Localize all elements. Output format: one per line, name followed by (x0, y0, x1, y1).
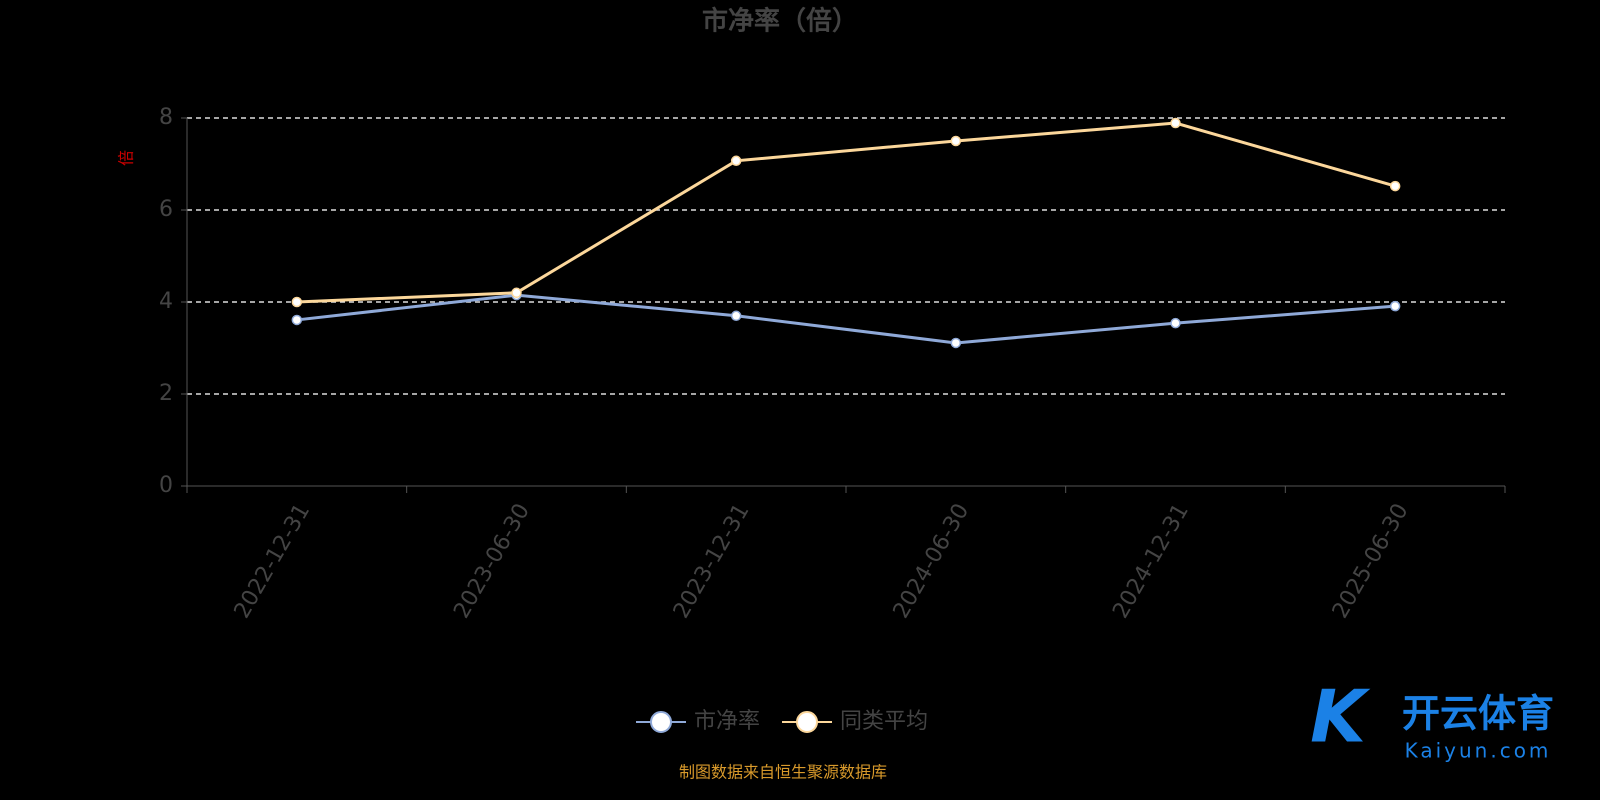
point (291, 314, 303, 326)
x-tick-label: 2024-12-31 (1108, 500, 1194, 623)
series-line (296, 121, 1396, 304)
point (511, 287, 522, 299)
point (950, 337, 962, 349)
x-tick-label: 2022-12-31 (230, 500, 316, 623)
legend-marker (796, 711, 819, 733)
watermark-logo: K (1310, 675, 1371, 759)
legend-label: 同类平均 (840, 709, 928, 734)
chart-title: 市净率（倍） (702, 6, 858, 37)
y-tick-label: 0 (159, 473, 173, 498)
watermark-brand: 开云体育 (1402, 692, 1554, 736)
series-line (296, 293, 1396, 345)
source-note: 制图数据来自恒生聚源数据库 (679, 763, 887, 782)
y-tick-label: 2 (159, 381, 173, 406)
x-tick-label: 2024-06-30 (889, 499, 975, 622)
legend-marker (650, 711, 672, 733)
x-tick-label: 2023-12-31 (669, 500, 755, 623)
point (730, 310, 742, 322)
y-tick-label: 8 (159, 105, 173, 130)
point (950, 135, 962, 147)
point (730, 155, 742, 167)
legend-label: 市净率 (694, 709, 760, 734)
y-axis-label: 倍 (117, 150, 136, 166)
point (1389, 300, 1401, 312)
y-tick-label: 4 (159, 289, 173, 314)
y-tick-label: 6 (159, 197, 173, 222)
watermark-site: Kaiyun.com (1405, 739, 1552, 763)
point (1170, 117, 1181, 129)
point (291, 296, 303, 308)
x-tick-label: 2023-06-30 (449, 500, 535, 623)
x-tick-label: 2025-06-30 (1328, 500, 1414, 623)
watermark: K 开云体育 Kaiyun.com (1310, 675, 1554, 763)
point (1389, 180, 1401, 192)
point (1170, 317, 1181, 329)
